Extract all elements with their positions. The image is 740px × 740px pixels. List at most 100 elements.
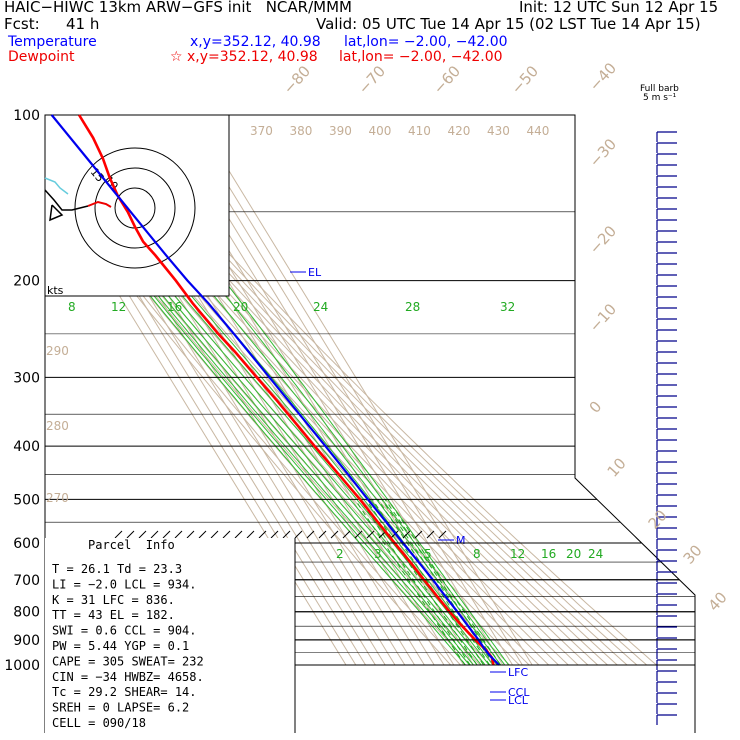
freezing-hash-mark bbox=[186, 530, 195, 539]
pressure-tick-label: 1000 bbox=[4, 658, 40, 674]
pressure-tick-label: 700 bbox=[13, 573, 40, 589]
parcel-info-row: CIN = −34 HWBZ= 4658. bbox=[52, 670, 204, 684]
mixing-ratio-label: 24 bbox=[588, 547, 603, 561]
freezing-hash-mark bbox=[162, 530, 171, 539]
freezing-hash-mark bbox=[114, 530, 123, 539]
theta-left-label: 280 bbox=[46, 419, 69, 433]
temperature-legend: Temperature bbox=[8, 34, 97, 50]
theta-label: 430 bbox=[487, 124, 510, 138]
parcel-info-row: SREH = 0 LAPSE= 6.2 bbox=[52, 701, 189, 715]
freezing-hash-mark bbox=[390, 530, 399, 539]
mixing-ratio-label: 28 bbox=[405, 300, 420, 314]
theta-label: 420 bbox=[448, 124, 471, 138]
wind-barbs bbox=[656, 131, 677, 725]
pressure-tick-label: 800 bbox=[13, 605, 40, 621]
forecast-label: Fcst: bbox=[4, 15, 40, 33]
isotherm-label: −40 bbox=[586, 59, 621, 95]
freezing-hash-mark bbox=[210, 530, 219, 539]
theta-left-label: 270 bbox=[46, 491, 69, 505]
hodograph-storm-marker bbox=[49, 204, 64, 222]
mixing-ratio-label: 2 bbox=[336, 547, 344, 561]
isotherm-label: −80 bbox=[280, 62, 315, 98]
dewpoint-latlon: lat,lon= −2.00, −42.00 bbox=[339, 49, 503, 65]
isotherm-label: 40 bbox=[705, 588, 731, 614]
mixing-ratio-label: 12 bbox=[111, 300, 126, 314]
init-time: Init: 12 UTC Sun 12 Apr 15 bbox=[519, 0, 719, 16]
parcel-info-row: CELL = 090/18 bbox=[52, 716, 146, 730]
hodograph-ring bbox=[74, 147, 196, 269]
freezing-hash-mark bbox=[126, 530, 135, 539]
isotherm-label: −30 bbox=[586, 135, 621, 171]
dewpoint-legend: Dewpoint bbox=[8, 49, 75, 65]
dewpoint-xy: ☆ x,y=352.12, 40.98 bbox=[170, 49, 318, 65]
parcel-level-label: M bbox=[456, 534, 466, 547]
freezing-hash-mark bbox=[138, 530, 147, 539]
parcel-info-row: PW = 5.44 YGP = 0.1 bbox=[52, 639, 189, 653]
parcel-info-row: SWI = 0.6 CCL = 904. bbox=[52, 624, 197, 638]
parcel-line bbox=[50, 114, 500, 666]
mixing-ratio-label: 3 bbox=[374, 547, 382, 561]
hodograph-unit-label: kts bbox=[47, 284, 64, 297]
freezing-hash-mark bbox=[330, 530, 339, 539]
hodograph-low-trace bbox=[87, 200, 112, 208]
parcel-level-label: EL bbox=[308, 266, 322, 279]
parcel-info-row: TT = 43 EL = 182. bbox=[52, 608, 175, 622]
mixing-ratio-label: 8 bbox=[68, 300, 76, 314]
theta-label: 390 bbox=[329, 124, 352, 138]
mixing-ratio-label: 12 bbox=[510, 547, 525, 561]
isotherm-label: 20 bbox=[645, 506, 671, 532]
theta-label: 410 bbox=[408, 124, 431, 138]
freezing-hash-mark bbox=[174, 530, 183, 539]
theta-label: 380 bbox=[290, 124, 313, 138]
freezing-hash-mark bbox=[222, 530, 231, 539]
freezing-hash-mark bbox=[270, 530, 279, 539]
temperature-line bbox=[77, 114, 495, 666]
isotherm-label: −10 bbox=[586, 300, 621, 336]
freezing-hash-mark bbox=[402, 530, 411, 539]
theta-label: 370 bbox=[250, 124, 273, 138]
freezing-hash-mark bbox=[354, 530, 363, 539]
mixing-ratio-label: 16 bbox=[167, 300, 182, 314]
title: HAIC−HIWC 13km ARW−GFS init NCAR/MMM bbox=[4, 0, 352, 16]
freezing-hash-mark bbox=[150, 530, 159, 539]
parcel-info-bg bbox=[45, 538, 295, 733]
freezing-hash-mark bbox=[414, 530, 423, 539]
freezing-hash-mark bbox=[438, 530, 447, 539]
mixing-ratio-label: 8 bbox=[473, 547, 481, 561]
pressure-tick-label: 600 bbox=[13, 536, 40, 552]
temperature-xy: x,y=352.12, 40.98 bbox=[190, 34, 321, 50]
pressure-tick-label: 400 bbox=[13, 439, 40, 455]
temperature-latlon: lat,lon= −2.00, −42.00 bbox=[344, 34, 508, 50]
pressure-tick-label: 300 bbox=[13, 370, 40, 386]
theta-left-label: 290 bbox=[46, 344, 69, 358]
freezing-hash-mark bbox=[282, 530, 291, 539]
parcel-info-row: LI = −2.0 LCL = 934. bbox=[52, 577, 197, 591]
hodograph-ring bbox=[94, 167, 176, 249]
parcel-info-row: K = 31 LFC = 836. bbox=[52, 593, 175, 607]
freezing-hash-mark bbox=[198, 530, 207, 539]
theta-label: 440 bbox=[527, 124, 550, 138]
parcel-info-row: T = 26.1 Td = 23.3 bbox=[52, 562, 182, 576]
pressure-tick-label: 100 bbox=[13, 108, 40, 124]
pressure-tick-label: 200 bbox=[13, 274, 40, 290]
full-barb-label: Full barb bbox=[640, 84, 679, 94]
isotherm-label: −20 bbox=[586, 222, 621, 258]
mixing-ratio-label: 20 bbox=[566, 547, 581, 561]
parcel-info-row: Tc = 29.2 SHEAR= 14. bbox=[52, 685, 197, 699]
freezing-hash-mark bbox=[342, 530, 351, 539]
mixing-ratio-label: 20 bbox=[233, 300, 248, 314]
freezing-hash-mark bbox=[426, 530, 435, 539]
freezing-hash-mark bbox=[258, 530, 267, 539]
mixing-ratio-label: 5 bbox=[424, 547, 432, 561]
isotherm-label: 30 bbox=[680, 541, 706, 567]
parcel-info-title: Parcel Info bbox=[88, 538, 175, 552]
hodograph-mid-trace bbox=[44, 189, 89, 211]
parcel-info-panel: Parcel Info bbox=[48, 538, 293, 728]
isotherm-label: 10 bbox=[604, 454, 630, 480]
parcel-level-label: LCL bbox=[508, 694, 529, 707]
parcel-level-label: LFC bbox=[508, 666, 528, 679]
parcel-level-label: CCL bbox=[508, 686, 530, 699]
pressure-tick-label: 900 bbox=[13, 633, 40, 649]
freezing-hash-mark bbox=[306, 530, 315, 539]
hodograph-upper-trace bbox=[44, 177, 69, 195]
